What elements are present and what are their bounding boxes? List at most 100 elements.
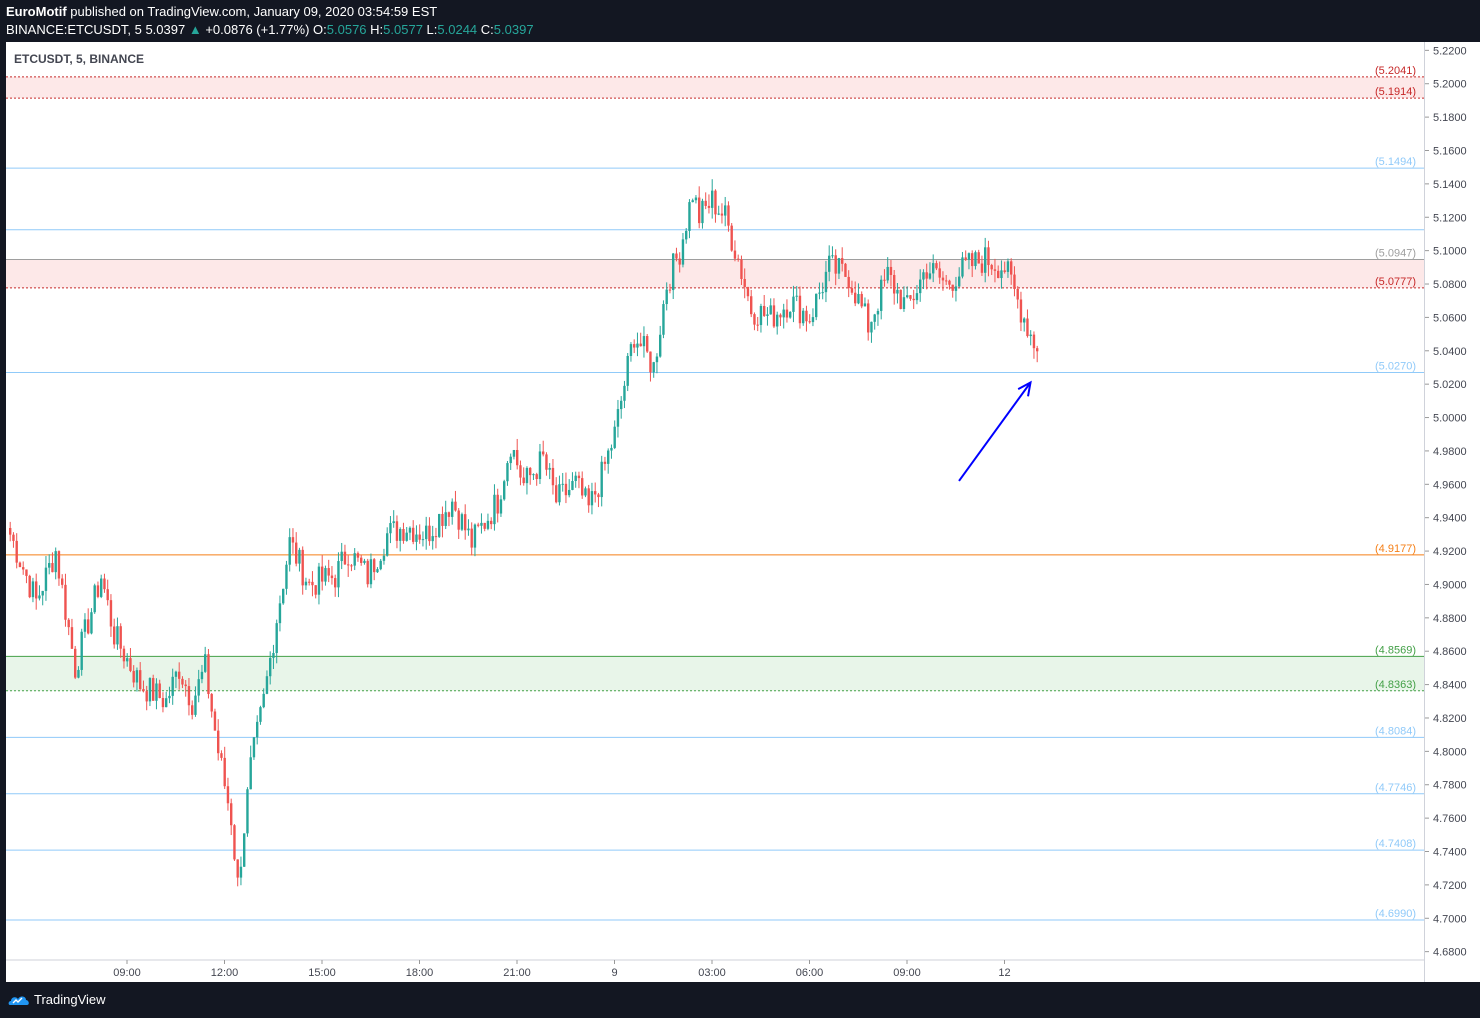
- candle-body: [87, 619, 90, 634]
- candle-body: [44, 567, 48, 591]
- candle-body: [239, 866, 243, 878]
- candle-body: [148, 678, 152, 702]
- annotation-arrow: [958, 381, 1032, 482]
- candle-body: [990, 265, 993, 270]
- time-tick-label: 12: [998, 967, 1010, 979]
- candle-body: [880, 279, 883, 311]
- candle-body: [711, 190, 714, 208]
- candle-body: [984, 247, 987, 273]
- candle-body: [252, 737, 256, 758]
- candle-body: [522, 477, 525, 484]
- open-label: O:: [313, 22, 327, 37]
- candle-body: [447, 512, 451, 517]
- candle-body: [51, 563, 54, 573]
- candle-body: [779, 314, 782, 318]
- candle-body: [616, 409, 620, 427]
- chart-legend-symbol[interactable]: ETCUSDT, 5, BINANCE: [14, 52, 145, 66]
- price-tick-label: 5.0600: [1433, 312, 1467, 324]
- candle-body: [139, 670, 142, 690]
- candle-body: [506, 463, 509, 482]
- candle-body: [480, 522, 483, 526]
- candle-body: [980, 263, 984, 273]
- candle-body: [902, 297, 906, 309]
- candle-body: [672, 253, 675, 291]
- candle-body: [675, 253, 678, 259]
- candle-body: [964, 257, 967, 260]
- candle-body: [340, 551, 343, 562]
- candle-body: [993, 269, 997, 271]
- candle-body: [555, 485, 558, 503]
- candle-body: [210, 694, 213, 712]
- price-tick-label: 5.1400: [1433, 179, 1467, 191]
- level-label: (5.0777): [1375, 276, 1416, 288]
- candle-body: [854, 292, 857, 304]
- candle-body: [958, 276, 961, 287]
- high-label: H:: [370, 22, 384, 37]
- candle-body: [600, 461, 603, 498]
- candle-body: [74, 648, 77, 678]
- candle-body: [402, 528, 405, 541]
- candle-body: [928, 273, 932, 279]
- candle-body: [399, 528, 402, 541]
- candle-body: [464, 514, 467, 531]
- candle-body: [805, 310, 808, 322]
- candle-body: [194, 695, 197, 715]
- candle-body: [824, 271, 828, 293]
- publisher-name[interactable]: EuroMotif: [6, 4, 67, 19]
- candle-body: [15, 540, 18, 563]
- candle-body: [574, 475, 577, 481]
- candle-body: [792, 296, 795, 312]
- candle-body: [126, 658, 129, 662]
- candle-body: [314, 585, 317, 595]
- candle-body: [587, 488, 590, 506]
- candle-body: [434, 536, 438, 538]
- candle-body: [337, 561, 340, 588]
- candle-body: [457, 510, 460, 530]
- candle-body: [135, 670, 139, 683]
- candle-body: [532, 474, 535, 476]
- candle-body: [759, 305, 763, 326]
- candle-body: [613, 426, 616, 448]
- candle-body: [516, 449, 519, 466]
- candle-body: [798, 295, 802, 324]
- price-axis[interactable]: 5.2200 5.2000 5.1800 5.1600 5.1400 5.1200 5.10…: [1425, 42, 1480, 982]
- candle-body: [288, 537, 291, 565]
- level-label: (4.8084): [1375, 725, 1416, 737]
- level-zone: [6, 259, 1424, 288]
- candle-body: [80, 631, 83, 670]
- candle-body: [785, 309, 789, 318]
- price-tick-label: 4.8400: [1433, 680, 1467, 692]
- candle-body: [106, 589, 109, 601]
- candle-body: [935, 263, 938, 269]
- candle-body: [291, 537, 295, 543]
- last-price: 5.0397: [145, 22, 186, 37]
- candle-body: [67, 619, 70, 628]
- candle-body: [233, 825, 236, 860]
- candle-body: [204, 654, 207, 672]
- candle-body: [1026, 318, 1029, 337]
- time-tick-label: 09:00: [113, 967, 141, 979]
- candle-body: [548, 467, 551, 470]
- candle-body: [1013, 274, 1016, 289]
- candle-body: [330, 575, 334, 579]
- candle-body: [28, 575, 31, 598]
- candle-body: [896, 289, 899, 294]
- candle-body: [392, 521, 395, 524]
- time-tick-label: 9: [611, 967, 617, 979]
- candle-body: [577, 475, 581, 479]
- candlestick-chart[interactable]: (5.2041) (5.1914) (5.1494) (5.0947) (5.0777)…: [6, 42, 1424, 982]
- price-scale[interactable]: 5.2200 5.2000 5.1800 5.1600 5.1400 5.1200 5.10…: [1424, 42, 1480, 982]
- tradingview-logo[interactable]: TradingView: [8, 992, 106, 1007]
- candle-body: [545, 454, 548, 470]
- candle-body: [77, 669, 80, 678]
- candle-body: [581, 478, 584, 496]
- candle-body: [386, 533, 389, 556]
- price-tick-label: 5.0000: [1433, 413, 1467, 425]
- candle-body: [265, 676, 269, 694]
- chart-pane[interactable]: (5.2041) (5.1914) (5.1494) (5.0947) (5.0777)…: [6, 42, 1424, 982]
- candle-body: [165, 698, 168, 708]
- candle-body: [873, 314, 876, 322]
- candle-body: [558, 484, 561, 503]
- candle-body: [646, 336, 649, 352]
- candle-body: [308, 581, 311, 583]
